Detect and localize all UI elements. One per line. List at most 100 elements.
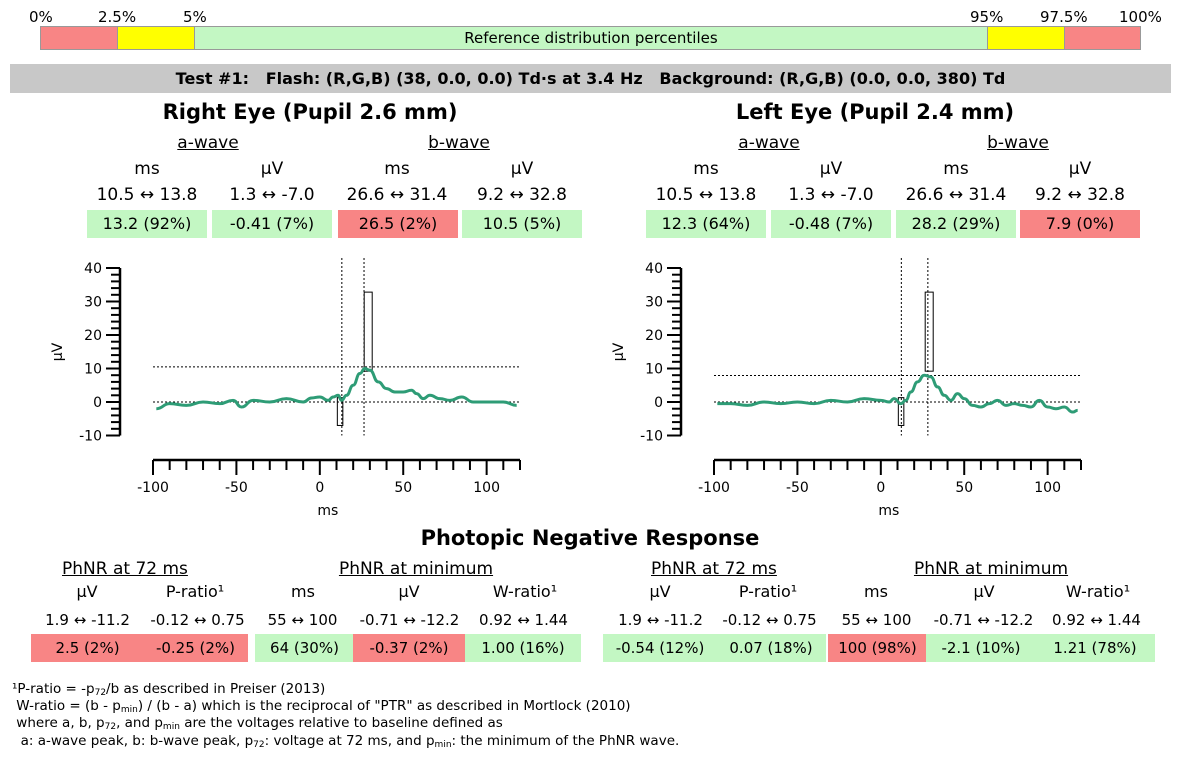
phnr-left-at72-label: PhNR at 72 ms: [651, 559, 777, 579]
phnr-left-range-2: 55 ↔ 100: [841, 611, 912, 629]
x-tick-label: -50: [786, 480, 809, 496]
test-header: Test #1: Flash: (R,G,B) (38, 0.0, 0.0) T…: [10, 64, 1171, 93]
b-wave-reference-box: [924, 291, 934, 372]
phnr-left-value-0: -0.54 (12%): [603, 634, 717, 662]
phnr-right-range-0: 1.9 ↔ -11.2: [45, 611, 130, 629]
right-range-a-uv: 1.3 ↔ -7.0: [229, 185, 315, 205]
y-tick-label: 0: [654, 395, 663, 411]
left-a-wave-label: a-wave: [738, 133, 800, 153]
right-unit-a-uv: µV: [260, 159, 284, 179]
x-tick-label: -100: [137, 480, 169, 496]
phnr-right-unit-1: P-ratio¹: [165, 582, 225, 601]
y-tick-label: 40: [645, 261, 663, 277]
x-tick-label: -50: [225, 480, 248, 496]
phnr-left-range-0: 1.9 ↔ -11.2: [618, 611, 703, 629]
left-unit-b-uv: µV: [1068, 159, 1092, 179]
bar-segment-high-red: [1064, 26, 1141, 50]
left-range-a-ms: 10.5 ↔ 13.8: [655, 185, 757, 205]
bar-segment-low-yellow: [117, 26, 195, 50]
right-range-b-ms: 26.6 ↔ 31.4: [346, 185, 448, 205]
y-tick-label: 40: [84, 261, 102, 277]
bar-segment-high-yellow: [987, 26, 1065, 50]
y-tick-label: 10: [84, 362, 102, 378]
phnr-right-unit-2: ms: [291, 582, 315, 601]
x-tick-label: 0: [876, 480, 885, 496]
y-axis-label: µV: [611, 342, 627, 361]
y-tick-label: 0: [93, 395, 102, 411]
x-tick-label: -100: [698, 480, 730, 496]
phnr-left-range-4: 0.92 ↔ 1.44: [1052, 611, 1141, 629]
erg-trace: [717, 373, 1078, 414]
pct-label-0: 0%: [29, 8, 53, 26]
right-unit-b-uv: µV: [510, 159, 534, 179]
y-tick-label: 20: [645, 328, 663, 344]
phnr-title: Photopic Negative Response: [420, 526, 760, 550]
x-axis-label: ms: [878, 503, 899, 519]
bar-segment-low-red: [40, 26, 118, 50]
pct-label-95: 95%: [970, 8, 1004, 26]
phnr-right-unit-4: W-ratio¹: [492, 582, 558, 601]
pct-label-2-5: 2.5%: [98, 8, 137, 26]
pct-label-100: 100%: [1119, 8, 1162, 26]
left-b-wave-label: b-wave: [987, 133, 1049, 153]
y-tick-label: -10: [79, 429, 102, 445]
phnr-right-range-2: 55 ↔ 100: [267, 611, 338, 629]
right-range-b-uv: 9.2 ↔ 32.8: [477, 185, 567, 205]
phnr-right-value-2: 64 (30%): [255, 634, 354, 662]
pct-label-5: 5%: [183, 8, 207, 26]
left-value-a-ms: 12.3 (64%): [646, 210, 766, 238]
phnr-left-unit-4: W-ratio¹: [1065, 582, 1131, 601]
phnr-left-range-1: -0.12 ↔ 0.75: [722, 611, 817, 629]
right-b-wave-label: b-wave: [428, 133, 490, 153]
left-unit-a-uv: µV: [819, 159, 843, 179]
y-tick-label: 20: [84, 328, 102, 344]
left-value-a-uv: -0.48 (7%): [771, 210, 891, 238]
right-unit-b-ms: ms: [384, 159, 410, 179]
right-value-b-uv: 10.5 (5%): [462, 210, 582, 238]
right-eye-title: Right Eye (Pupil 2.6 mm): [162, 100, 458, 124]
phnr-right-range-1: -0.12 ↔ 0.75: [150, 611, 245, 629]
y-tick-label: 30: [645, 295, 663, 311]
bar-segment-green: Reference distribution percentiles: [194, 26, 988, 50]
y-tick-label: 30: [84, 295, 102, 311]
a-wave-reference-box: [897, 397, 905, 426]
phnr-left-value-4: 1.21 (78%): [1035, 634, 1155, 662]
left-eye-title: Left Eye (Pupil 2.4 mm): [735, 100, 1015, 124]
x-tick-label: 50: [955, 480, 973, 496]
left-unit-b-ms: ms: [943, 159, 969, 179]
right-value-b-ms: 26.5 (2%): [338, 210, 458, 238]
phnr-right-unit-0: µV: [76, 582, 98, 601]
left-unit-a-ms: ms: [693, 159, 719, 179]
phnr-right-value-0: 2.5 (2%): [31, 634, 144, 662]
phnr-left-min-label: PhNR at minimum: [913, 559, 1069, 579]
phnr-right-value-4: 1.00 (16%): [465, 634, 581, 662]
left-value-b-ms: 28.2 (29%): [896, 210, 1016, 238]
phnr-left-unit-0: µV: [649, 582, 671, 601]
phnr-left-unit-2: ms: [864, 582, 888, 601]
phnr-right-at72-label: PhNR at 72 ms: [62, 559, 188, 579]
phnr-left-unit-3: µV: [973, 582, 995, 601]
x-tick-label: 0: [315, 480, 324, 496]
footnote-line-1: ¹P-ratio = -p72/b as described in Preise…: [12, 681, 326, 698]
phnr-left-value-1: 0.07 (18%): [716, 634, 826, 662]
y-tick-label: -10: [640, 429, 663, 445]
x-tick-label: 100: [473, 480, 500, 496]
x-tick-label: 100: [1034, 480, 1061, 496]
phnr-left-unit-1: P-ratio¹: [738, 582, 798, 601]
y-axis-label: µV: [50, 342, 66, 361]
erg-trace: [156, 367, 517, 411]
phnr-right-value-1: -0.25 (2%): [143, 634, 248, 662]
right-value-a-ms: 13.2 (92%): [87, 210, 207, 238]
footnote-line-2: W-ratio = (b - pmin) / (b - a) which is …: [12, 698, 631, 715]
phnr-right-min-label: PhNR at minimum: [338, 559, 494, 579]
b-wave-reference-box: [363, 291, 373, 372]
right-value-a-uv: -0.41 (7%): [212, 210, 332, 238]
left-range-b-ms: 26.6 ↔ 31.4: [905, 185, 1007, 205]
left-value-b-uv: 7.9 (0%): [1020, 210, 1140, 238]
x-axis-label: ms: [317, 503, 338, 519]
phnr-left-value-2: 100 (98%): [828, 634, 927, 662]
phnr-left-value-3: -2.1 (10%): [926, 634, 1036, 662]
right-unit-a-ms: ms: [134, 159, 160, 179]
